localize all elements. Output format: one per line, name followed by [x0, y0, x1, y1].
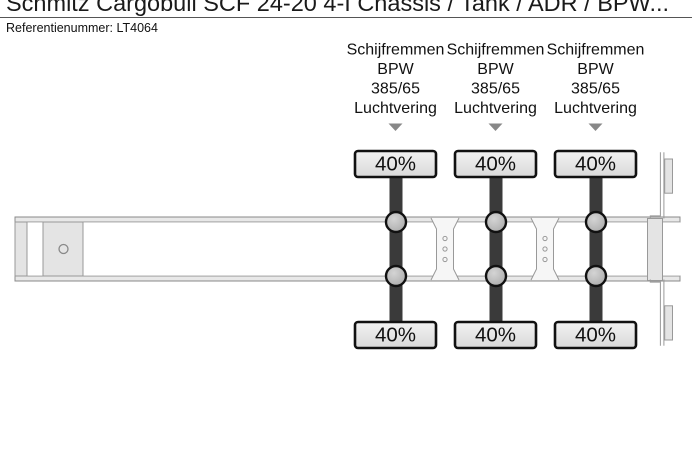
svg-text:BPW: BPW [377, 61, 414, 78]
svg-text:40%: 40% [475, 324, 516, 347]
svg-text:385/65: 385/65 [471, 81, 520, 98]
svg-text:385/65: 385/65 [371, 81, 420, 98]
svg-text:40%: 40% [375, 153, 416, 176]
svg-text:Luchtvering: Luchtvering [354, 100, 437, 117]
svg-text:40%: 40% [475, 153, 516, 176]
svg-text:385/65: 385/65 [571, 81, 620, 98]
svg-text:40%: 40% [575, 324, 616, 347]
svg-text:BPW: BPW [477, 61, 514, 78]
svg-text:Luchtvering: Luchtvering [454, 100, 537, 117]
svg-text:Schijfremmen: Schijfremmen [347, 42, 445, 59]
svg-text:BPW: BPW [577, 61, 614, 78]
svg-text:Schijfremmen: Schijfremmen [547, 42, 645, 59]
svg-text:40%: 40% [575, 153, 616, 176]
svg-text:Luchtvering: Luchtvering [554, 100, 637, 117]
svg-text:40%: 40% [375, 324, 416, 347]
svg-text:Schijfremmen: Schijfremmen [447, 42, 545, 59]
